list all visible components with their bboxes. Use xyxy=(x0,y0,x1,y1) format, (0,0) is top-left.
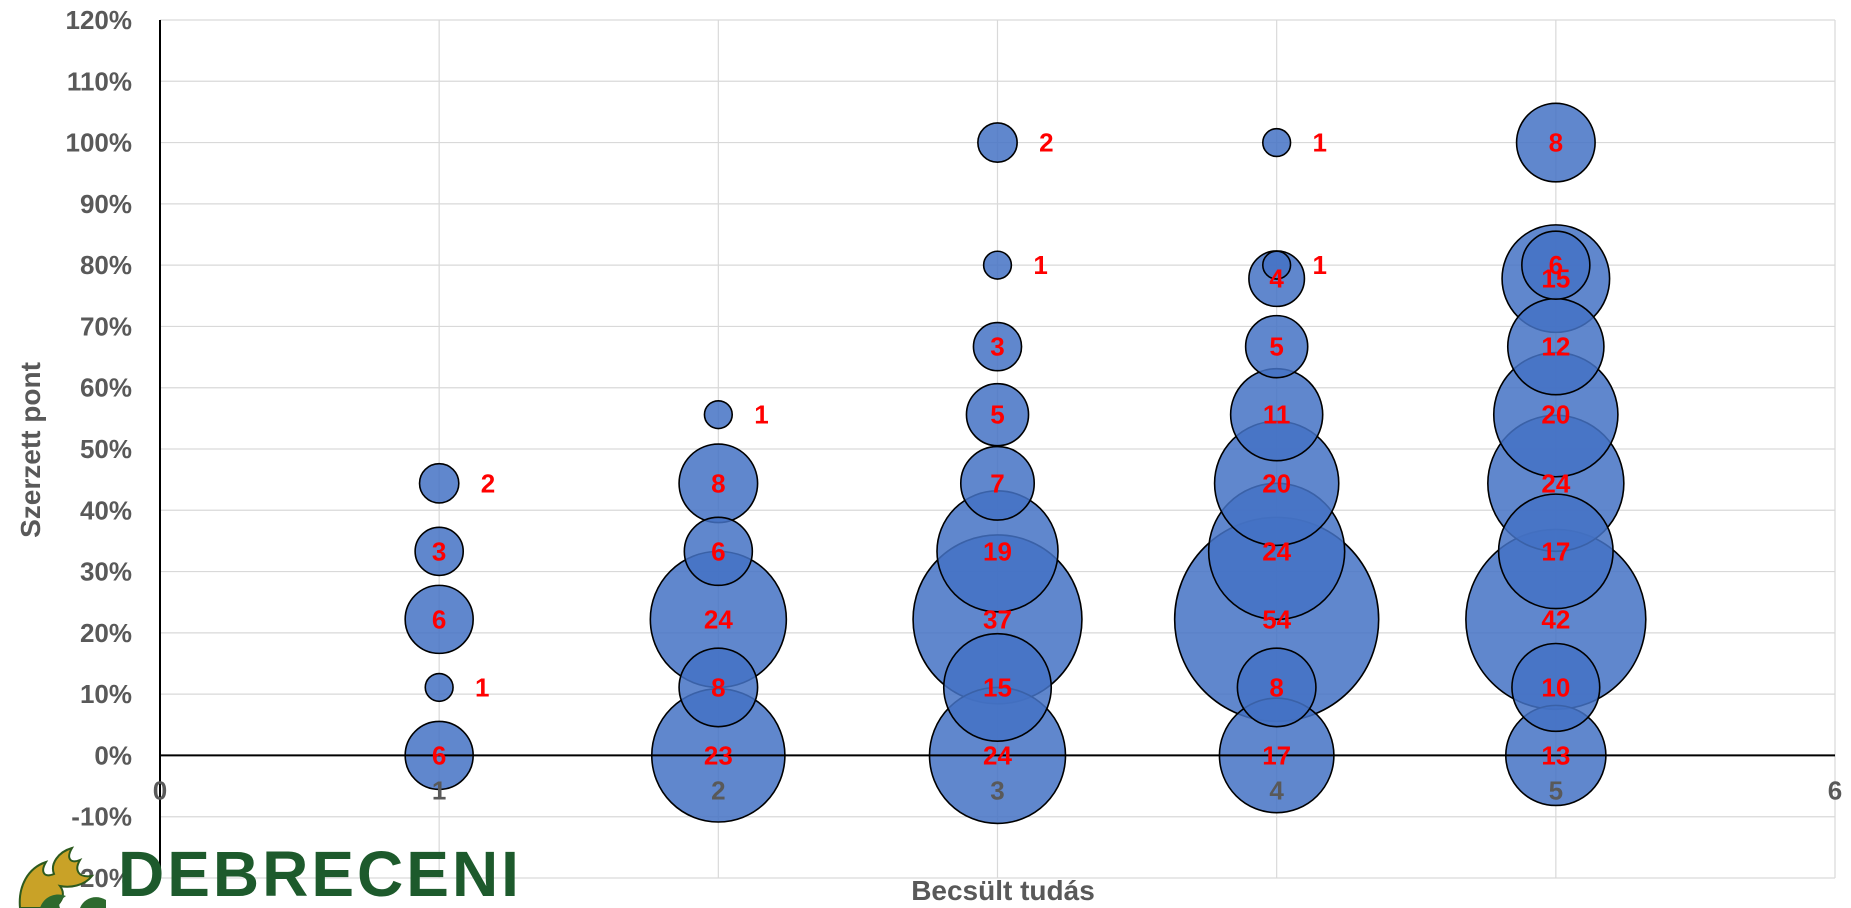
bubble xyxy=(424,672,454,703)
bubble-size-label: 11 xyxy=(1263,400,1291,430)
x-tick-label: 4 xyxy=(1269,775,1284,805)
bubble xyxy=(683,516,754,587)
bubble-size-label: 15 xyxy=(1541,264,1570,294)
bubble xyxy=(1521,230,1591,300)
bubble-size-label: 2 xyxy=(481,468,495,498)
x-tick-label: 5 xyxy=(1549,775,1563,805)
bubble-size-label: 5 xyxy=(990,400,1004,430)
bubble xyxy=(1511,642,1601,733)
x-tick-label: 0 xyxy=(153,775,167,805)
bubble-size-label: 20 xyxy=(1541,400,1570,430)
bubble xyxy=(1236,647,1317,728)
y-axis-title: Szerzett pont xyxy=(15,362,46,538)
bubble-size-label: 8 xyxy=(1269,672,1283,702)
griffin-crest-icon xyxy=(18,846,106,908)
y-tick-label: -10% xyxy=(71,802,132,832)
tick-labels: -20%-10%0%10%20%30%40%50%60%70%80%90%100… xyxy=(66,5,1843,893)
bubble-size-label: 1 xyxy=(1313,250,1327,280)
logo-text: DEBRECENI xyxy=(118,838,520,908)
bubble xyxy=(972,321,1023,372)
bubble-size-label: 6 xyxy=(1549,250,1563,280)
bubble-size-label: 8 xyxy=(711,468,725,498)
y-tick-label: 50% xyxy=(80,434,132,464)
bubble-size-label: 8 xyxy=(711,672,725,702)
bubble-size-label: 17 xyxy=(1541,536,1570,566)
bubble-size-label: 19 xyxy=(983,536,1012,566)
bubble-size-label: 7 xyxy=(990,468,1004,498)
bubble xyxy=(959,445,1036,521)
y-tick-label: 90% xyxy=(80,189,132,219)
axes xyxy=(159,20,1835,878)
bubbles xyxy=(404,102,1647,825)
y-tick-label: 20% xyxy=(80,618,132,648)
bubble-size-label: 5 xyxy=(1269,332,1283,362)
bubble-size-label: 4 xyxy=(1269,264,1284,294)
bubble-size-label: 3 xyxy=(990,332,1004,362)
bubble xyxy=(982,250,1013,280)
bubble xyxy=(678,647,759,728)
y-tick-label: 100% xyxy=(66,128,133,158)
y-tick-label: 80% xyxy=(80,250,132,280)
bubble-size-label: 8 xyxy=(1549,128,1563,158)
bubble xyxy=(965,382,1030,447)
bubble-size-label: 1 xyxy=(475,672,489,702)
bubble-size-label: 37 xyxy=(983,604,1012,634)
bubble xyxy=(1244,314,1309,379)
bubble xyxy=(977,122,1018,164)
y-tick-label: 30% xyxy=(80,557,132,587)
y-tick-label: 40% xyxy=(80,495,132,525)
bubble-size-label: 6 xyxy=(711,536,725,566)
bubble-size-label: 24 xyxy=(983,740,1012,770)
bubble-size-label: 23 xyxy=(704,740,733,770)
bubble-size-label: 12 xyxy=(1541,332,1570,362)
bubble-size-label: 1 xyxy=(1033,250,1047,280)
y-tick-label: 110% xyxy=(67,66,132,96)
university-logo: DEBRECENI xyxy=(0,838,520,908)
bubble-size-label: 15 xyxy=(983,672,1012,702)
bubble xyxy=(1261,250,1292,280)
bubble-size-label: 20 xyxy=(1262,468,1291,498)
bubble-size-label: 13 xyxy=(1541,740,1570,770)
bubble-size-label: 6 xyxy=(432,740,446,770)
bubble-size-label: 17 xyxy=(1262,740,1291,770)
bubble-size-label: 2 xyxy=(1039,128,1053,158)
bubble-size-label: 3 xyxy=(432,536,446,566)
x-tick-label: 2 xyxy=(711,775,725,805)
x-axis-title: Becsült tudás xyxy=(911,875,1095,906)
bubble xyxy=(703,399,734,430)
y-tick-label: 0% xyxy=(94,740,132,770)
x-tick-label: 3 xyxy=(990,775,1004,805)
bubble-size-label: 10 xyxy=(1541,672,1570,702)
y-tick-label: 70% xyxy=(80,311,132,341)
bubble xyxy=(942,632,1053,742)
bubble xyxy=(1497,493,1614,610)
bubble-size-label: 1 xyxy=(1313,128,1327,158)
bubble-size-label: 42 xyxy=(1541,604,1570,634)
y-tick-label: 120% xyxy=(66,5,133,35)
bubble xyxy=(418,462,460,504)
bubble xyxy=(414,526,465,577)
bubble xyxy=(1515,102,1596,183)
bubble-size-label: 24 xyxy=(1541,468,1570,498)
x-tick-label: 6 xyxy=(1828,775,1842,805)
bubble-size-label: 54 xyxy=(1262,604,1291,634)
bubble-size-label: 6 xyxy=(432,604,446,634)
bubble xyxy=(1261,127,1292,158)
x-tick-label: 1 xyxy=(432,775,446,805)
y-tick-label: 10% xyxy=(80,679,132,709)
bubble-size-label: 24 xyxy=(704,604,733,634)
bubble xyxy=(404,584,474,655)
y-tick-label: 60% xyxy=(80,373,132,403)
bubble-size-label: 24 xyxy=(1262,536,1291,566)
bubble-size-label: 1 xyxy=(754,400,768,430)
